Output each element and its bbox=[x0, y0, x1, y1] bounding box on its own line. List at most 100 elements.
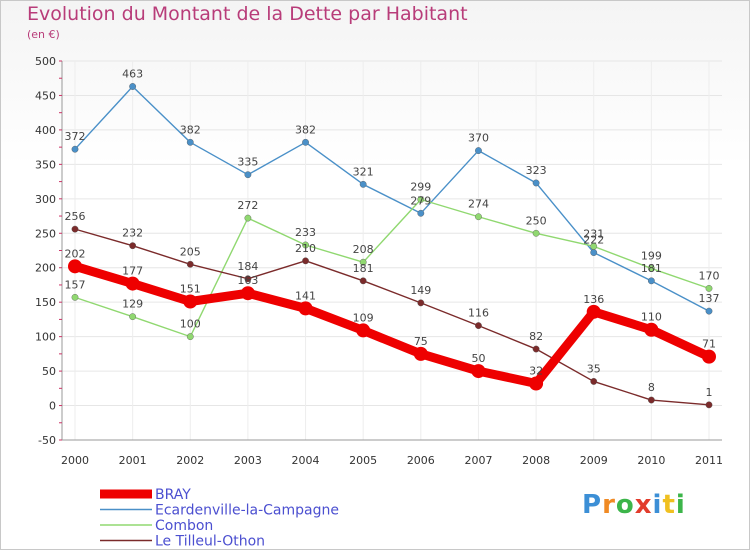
data-point bbox=[129, 242, 137, 250]
data-point bbox=[359, 258, 367, 266]
y-tick-label: 200 bbox=[35, 262, 56, 275]
data-point bbox=[586, 304, 601, 319]
data-point bbox=[356, 323, 371, 338]
x-tick-label: 2009 bbox=[580, 454, 608, 467]
data-label: 335 bbox=[237, 156, 258, 169]
data-point bbox=[240, 286, 255, 301]
data-point bbox=[129, 83, 137, 90]
data-label: 382 bbox=[180, 123, 201, 136]
y-tick-label: 0 bbox=[49, 400, 56, 413]
data-label: 109 bbox=[353, 311, 374, 324]
data-label: 129 bbox=[122, 298, 143, 311]
data-point bbox=[413, 346, 428, 361]
data-label: 177 bbox=[122, 265, 143, 278]
data-label: 202 bbox=[65, 247, 86, 260]
y-tick-label: 450 bbox=[35, 89, 56, 102]
data-label: 149 bbox=[410, 284, 431, 297]
y-tick-label: -50 bbox=[38, 434, 56, 447]
data-point bbox=[71, 225, 79, 233]
data-point bbox=[302, 138, 309, 146]
data-label: 151 bbox=[180, 282, 201, 295]
data-label: 205 bbox=[180, 245, 201, 258]
data-point bbox=[532, 345, 540, 353]
data-point bbox=[417, 299, 425, 307]
data-label: 157 bbox=[65, 278, 86, 291]
data-point bbox=[244, 171, 252, 179]
chart-title: Evolution du Montant de la Dette par Hab… bbox=[27, 3, 468, 25]
y-tick-label: 50 bbox=[42, 365, 56, 378]
legend-label: Combon bbox=[155, 518, 213, 534]
data-point bbox=[475, 322, 482, 330]
data-label: 100 bbox=[180, 318, 201, 331]
data-label: 71 bbox=[702, 338, 716, 351]
y-tick-label: 100 bbox=[35, 331, 56, 344]
data-label: 250 bbox=[526, 214, 547, 227]
x-tick-label: 2010 bbox=[637, 454, 665, 467]
series-line-bray bbox=[70, 261, 714, 388]
data-point bbox=[705, 307, 713, 315]
logo-letter: i bbox=[652, 490, 663, 520]
data-label: 210 bbox=[295, 242, 316, 255]
logo-letter: x bbox=[634, 490, 653, 520]
data-label: 323 bbox=[526, 164, 547, 177]
data-point bbox=[302, 241, 309, 249]
data-point bbox=[244, 275, 252, 283]
data-label: 32 bbox=[529, 364, 543, 377]
data-label: 170 bbox=[699, 269, 720, 282]
data-point bbox=[183, 294, 198, 309]
data-label: 208 bbox=[353, 243, 374, 256]
data-point bbox=[705, 284, 713, 292]
data-point bbox=[129, 313, 137, 321]
legend-label: Le Tilleul-Othon bbox=[155, 534, 265, 550]
data-point bbox=[590, 249, 598, 256]
data-label: 141 bbox=[295, 289, 316, 302]
logo-letter: P bbox=[582, 490, 603, 520]
data-label: 372 bbox=[65, 130, 86, 143]
data-label: 256 bbox=[65, 210, 86, 223]
data-label: 199 bbox=[641, 249, 662, 262]
data-label: 231 bbox=[583, 227, 604, 240]
legend-label: Ecardenville-la-Campagne bbox=[155, 503, 339, 519]
data-label: 181 bbox=[353, 262, 374, 275]
data-label: 181 bbox=[641, 262, 662, 275]
data-label: 299 bbox=[410, 181, 431, 194]
data-point bbox=[471, 364, 486, 379]
data-label: 370 bbox=[468, 132, 489, 145]
x-tick-label: 2008 bbox=[522, 454, 550, 467]
series-line-combon bbox=[74, 198, 710, 338]
y-tick-label: 150 bbox=[35, 296, 56, 309]
data-point bbox=[186, 333, 194, 341]
x-tick-label: 2002 bbox=[176, 454, 204, 467]
data-label: 136 bbox=[583, 293, 604, 306]
logo-letter: i bbox=[675, 490, 686, 520]
x-tick-label: 2005 bbox=[349, 454, 377, 467]
y-tick-label: 500 bbox=[35, 55, 56, 68]
x-tick-label: 2000 bbox=[61, 454, 89, 467]
y-tick-label: 250 bbox=[35, 227, 56, 240]
data-label: 82 bbox=[529, 330, 543, 343]
data-label: 50 bbox=[471, 352, 485, 365]
x-tick-label: 2003 bbox=[234, 454, 262, 467]
data-label: 463 bbox=[122, 67, 143, 80]
data-label: 75 bbox=[414, 335, 428, 348]
data-point bbox=[186, 260, 194, 268]
data-point bbox=[529, 376, 544, 391]
data-label: 233 bbox=[295, 226, 316, 239]
data-point bbox=[590, 378, 598, 385]
data-point bbox=[702, 349, 716, 364]
data-point bbox=[532, 229, 540, 237]
data-point bbox=[298, 301, 313, 316]
data-point bbox=[647, 277, 655, 285]
data-point bbox=[68, 259, 82, 274]
data-label: 35 bbox=[587, 362, 601, 375]
data-label: 1 bbox=[706, 386, 713, 399]
data-label: 116 bbox=[468, 307, 489, 320]
series-line-ecardenville-la-campagne bbox=[74, 85, 710, 312]
data-point bbox=[475, 147, 482, 154]
data-point bbox=[417, 209, 425, 217]
logo-letter: t bbox=[662, 490, 676, 520]
data-label: 163 bbox=[237, 274, 258, 287]
data-label: 222 bbox=[583, 234, 604, 247]
data-point bbox=[475, 213, 482, 221]
